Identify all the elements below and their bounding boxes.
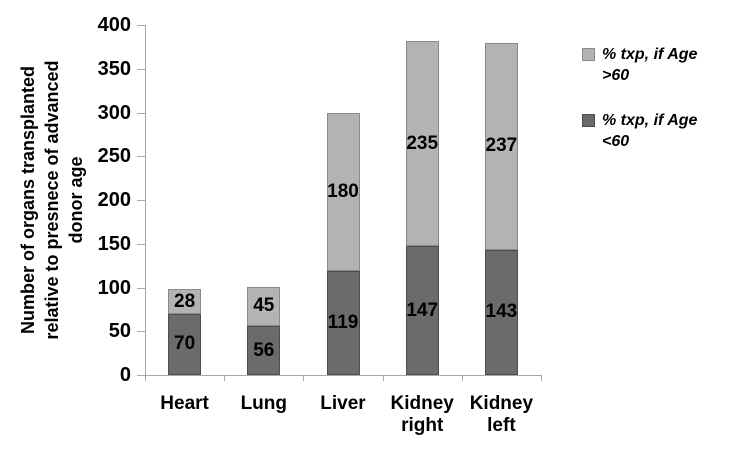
x-category-label: Heart [160, 393, 209, 414]
y-tick-label: 300 [97, 101, 131, 124]
x-tick [303, 375, 305, 381]
bar-segment [326, 270, 360, 375]
legend: % txp, if Age >60 % txp, if Age <60 [582, 44, 738, 152]
y-axis-title: Number of organs transplanted relative t… [18, 60, 86, 340]
bar-segment [247, 326, 281, 375]
bar-segment [405, 246, 439, 375]
y-tick-label: 0 [119, 364, 131, 386]
legend-label-age-under-60: % txp, if Age <60 [602, 112, 698, 150]
x-category-label: Lung [240, 393, 288, 414]
y-tick-label: 150 [97, 232, 131, 255]
bar-segment [247, 286, 281, 326]
bar-value-label: 45 [253, 295, 275, 317]
y-tick [137, 331, 145, 332]
y-tick [137, 244, 145, 245]
y-axis-line [145, 25, 146, 376]
y-tick [137, 288, 145, 289]
legend-label-age-over-60: % txp, if Age >60 [602, 46, 698, 84]
bar-segment [484, 42, 518, 250]
legend-entry-age-over-60: % txp, if Age >60 [582, 44, 738, 86]
bar-value-label: 235 [406, 132, 439, 154]
x-tick [382, 375, 384, 381]
y-tick-label: 200 [97, 189, 131, 211]
bar-value-label: 119 [327, 311, 359, 333]
bar-segment [326, 113, 360, 271]
y-tick [137, 69, 145, 70]
x-category-label: Liver [320, 393, 366, 414]
bar-value-label: 56 [253, 339, 275, 361]
y-tick-label: 100 [97, 276, 131, 299]
bar-value-label: 28 [174, 290, 196, 312]
x-tick [461, 375, 463, 381]
bar-value-label: 70 [174, 333, 196, 355]
y-tick-label: 400 [97, 14, 131, 36]
x-category-label: Kidney left [469, 393, 534, 436]
legend-swatch-dark-icon [582, 114, 595, 127]
bar-segment [405, 40, 439, 247]
bar-segment [168, 289, 202, 314]
x-tick [145, 375, 146, 381]
y-tick-label: 350 [97, 57, 131, 80]
y-tick [137, 113, 145, 114]
y-tick-label: 50 [108, 320, 131, 343]
bar-value-label: 147 [406, 299, 439, 321]
y-tick [137, 200, 145, 201]
y-tick [137, 156, 145, 157]
x-axis-line [137, 375, 541, 376]
y-tick [137, 25, 145, 26]
x-tick [224, 375, 226, 381]
x-category-label: Kidney right [390, 393, 454, 436]
x-tick [541, 375, 542, 381]
y-tick-label: 250 [97, 145, 131, 168]
y-tick [137, 375, 145, 376]
bar-value-label: 143 [485, 301, 518, 323]
legend-entry-age-under-60: % txp, if Age <60 [582, 110, 738, 152]
legend-swatch-light-icon [582, 48, 595, 61]
bar-segment [484, 249, 518, 375]
bar-value-label: 180 [327, 181, 359, 203]
bar-value-label: 237 [485, 135, 518, 157]
bar-segment [168, 313, 202, 375]
